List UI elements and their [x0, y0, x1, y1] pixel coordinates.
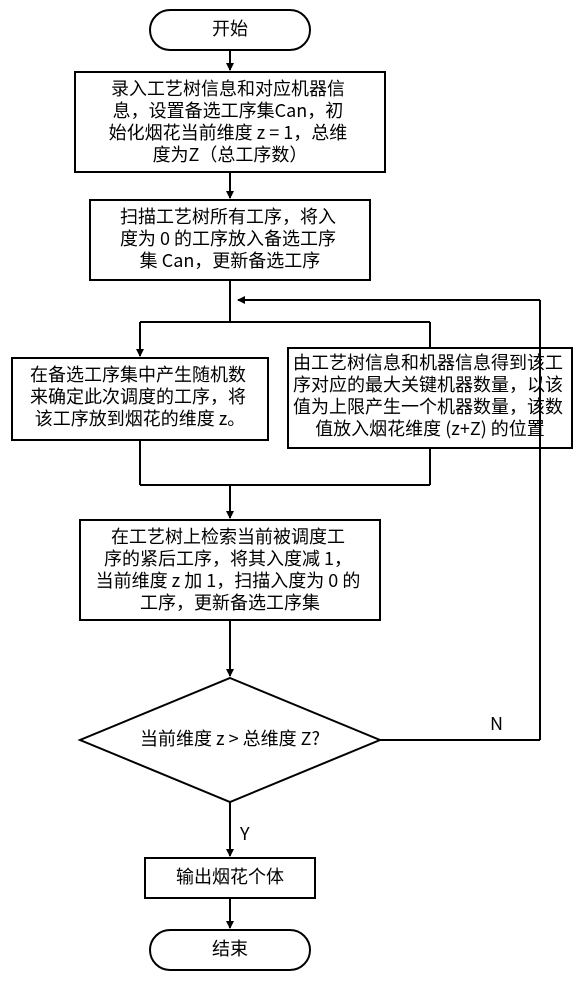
start-label: 开始 [212, 15, 248, 41]
decision-label: 当前维度 z > 总维度 Z? [140, 725, 320, 751]
step3R-text: 由工艺树信息和机器信息得到该工 序对应的最大关键机器数量，以该 值为上限产生一个… [293, 349, 567, 441]
branch-yes: Y [239, 820, 250, 846]
output-label: 输出烟花个体 [176, 863, 284, 889]
end-label: 结束 [212, 935, 248, 961]
branch-no: N [490, 710, 503, 736]
step3L-text: 在备选工序集中产生随机数 来确定此次调度的工序，将 该工序放到烟花的维度 z。 [30, 361, 250, 431]
flowchart: 开始 录入工艺树信息和对应机器信 息，设置备选工序集Can，初 始化烟花当前维度… [0, 0, 578, 1000]
step2-text: 扫描工艺树所有工序，将入 度为 0 的工序放入备选工序 集 Can，更新备选工序 [120, 203, 340, 273]
